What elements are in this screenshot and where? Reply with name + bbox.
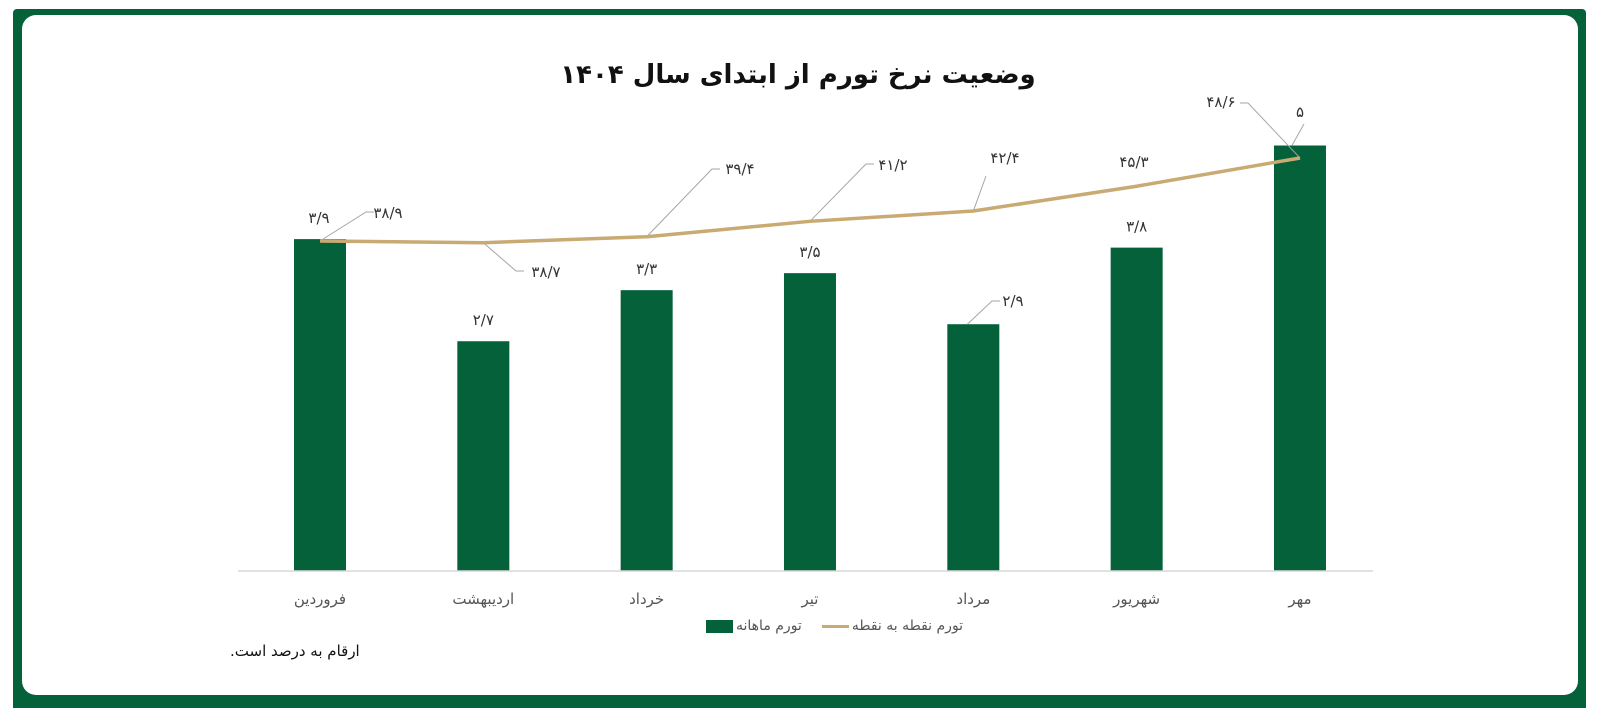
bar-data-label: ۲/۹: [1002, 292, 1023, 310]
bar: [294, 239, 346, 572]
bar-data-label: ۵: [1296, 103, 1304, 121]
leader-line: [483, 242, 524, 272]
bar: [1110, 247, 1163, 571]
line-data-label: ۴۱/۲: [878, 156, 907, 174]
x-axis-category-label: خرداد: [629, 590, 664, 608]
bar-data-label: ۳/۵: [799, 243, 820, 261]
x-axis-category-label: شهریور: [1112, 590, 1160, 608]
bar-data-label: ۳/۸: [1126, 218, 1147, 236]
line-data-label: ۴۲/۴: [990, 149, 1019, 167]
line-data-label: ۳۸/۹: [373, 204, 402, 222]
legend-label-monthly: تورم ماهانه: [736, 618, 802, 634]
bar-data-labels: ۳/۹ ۲/۷ ۳/۳ ۳/۵ ۲/۹ ۳/۸ ۵: [308, 103, 1304, 329]
bar-data-label: ۳/۳: [636, 260, 657, 278]
leader-line: [646, 168, 720, 238]
x-axis-category-label: مرداد: [956, 590, 990, 608]
x-axis-categories: فروردین اردیبهشت خرداد تیر مرداد شهریور مهر: [294, 590, 1312, 608]
line-data-label: ۴۸/۶: [1206, 93, 1235, 111]
legend: تورم ماهانه تورم نقطه به نقطه: [686, 616, 963, 636]
bar-data-label: ۳/۹: [308, 209, 329, 227]
bar: [620, 290, 673, 571]
x-axis-category-label: اردیبهشت: [452, 590, 514, 608]
footnote: ارقام به درصد است.: [230, 642, 360, 660]
bar: [783, 273, 836, 571]
legend-item-monthly: تورم ماهانه: [706, 618, 802, 634]
legend-label-yoy: تورم نقطه به نقطه: [851, 618, 964, 634]
leader-line: [319, 211, 374, 242]
leader-line: [809, 163, 874, 222]
legend-bar-swatch-icon: [706, 619, 733, 633]
bar: [1273, 145, 1326, 571]
leader-line: [972, 175, 987, 212]
line-data-label: ۳۸/۷: [531, 263, 560, 281]
leader-line: [1240, 102, 1301, 159]
x-axis-category-label: مهر: [1287, 590, 1311, 608]
line-data-label: ۳۹/۴: [725, 160, 754, 178]
line-series-yoy: [319, 156, 1301, 245]
leader-line: [966, 300, 1000, 325]
bar: [457, 341, 510, 571]
legend-item-yoy: تورم نقطه به نقطه: [821, 618, 964, 634]
line-data-label: ۴۵/۳: [1119, 153, 1148, 171]
legend-line-swatch-icon: [821, 624, 849, 628]
chart-title-text: وضعیت نرخ تورم از ابتدای سال ۱۴۰۴: [560, 60, 1036, 90]
bar: [947, 324, 1000, 571]
x-axis-category-label: فروردین: [294, 590, 346, 608]
x-axis-category-label: تیر: [800, 590, 818, 608]
bar-series-monthly: [294, 145, 1326, 572]
line-data-labels: ۳۸/۹ ۳۸/۷ ۳۹/۴ ۴۱/۲ ۴۲/۴ ۴۵/۳ ۴۸/۶: [373, 93, 1235, 281]
bar-data-label: ۲/۷: [473, 311, 494, 329]
data-label-leaders: [319, 102, 1305, 325]
leader-line: [1291, 123, 1305, 146]
chart-title: وضعیت نرخ تورم از ابتدای سال ۱۴۰۴: [0, 60, 1600, 90]
